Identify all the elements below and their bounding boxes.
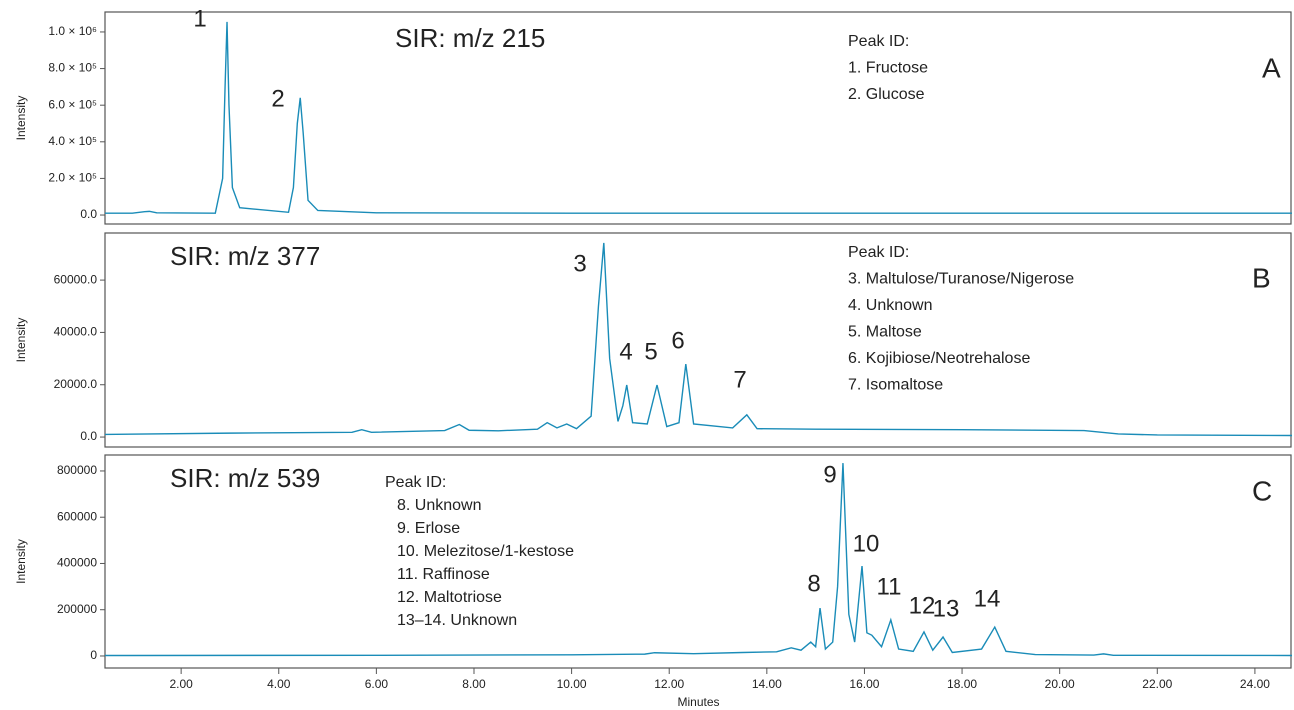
peak-label: 2 <box>271 85 284 112</box>
y-tick-label: 8.0 × 10⁵ <box>48 61 97 75</box>
x-tick-label: 12.00 <box>654 677 684 691</box>
x-tick-label: 6.00 <box>365 677 389 691</box>
panel-label: C <box>1252 475 1272 506</box>
panel-title: SIR: m/z 377 <box>170 241 320 271</box>
trace <box>104 242 1293 437</box>
y-tick-label: 6.0 × 10⁵ <box>48 97 97 111</box>
panel-frame <box>104 11 1292 225</box>
peak-id-title: Peak ID: <box>848 244 909 261</box>
peak-id: 8. Unknown <box>397 497 482 514</box>
trace <box>105 21 1292 214</box>
x-tick-label: 2.00 <box>169 677 193 691</box>
x-tick-label: 10.00 <box>557 677 587 691</box>
panel-title: SIR: m/z 539 <box>170 463 320 493</box>
peak-id-title: Peak ID: <box>385 474 446 491</box>
peak-id: 9. Erlose <box>397 520 460 537</box>
peak-label: 3 <box>573 250 586 277</box>
x-tick-label: 20.00 <box>1045 677 1075 691</box>
x-tick-label: 24.00 <box>1240 677 1270 691</box>
panel-label: B <box>1252 262 1271 293</box>
peak-label: 10 <box>853 530 880 557</box>
y-tick-label: 2.0 × 10⁵ <box>48 171 97 185</box>
x-tick-label: 16.00 <box>849 677 879 691</box>
panel-title: SIR: m/z 215 <box>395 23 545 53</box>
peak-id: 12. Maltotriose <box>397 589 502 606</box>
y-axis-label: Intensity <box>14 318 28 363</box>
peak-label: 14 <box>974 585 1001 612</box>
y-tick-label: 1.0 × 10⁶ <box>48 24 97 38</box>
peak-label: 8 <box>807 570 820 597</box>
y-tick-label: 0.0 <box>80 207 97 221</box>
y-tick-label: 0 <box>90 648 97 662</box>
peak-id: 7. Isomaltose <box>848 377 943 394</box>
peak-id-title: Peak ID: <box>848 33 909 50</box>
x-tick-label: 22.00 <box>1142 677 1172 691</box>
peak-id: 13–14. Unknown <box>397 612 517 629</box>
y-tick-label: 600000 <box>57 509 97 523</box>
panel-frame <box>104 454 1292 669</box>
peak-label: 6 <box>671 327 684 354</box>
x-tick-label: 8.00 <box>462 677 486 691</box>
peak-id: 1. Fructose <box>848 60 928 77</box>
peak-id: 10. Melezitose/1-kestose <box>397 543 574 560</box>
x-axis-label: Minutes <box>677 695 719 709</box>
peak-label: 12 <box>909 592 936 619</box>
y-tick-label: 0.0 <box>80 429 97 443</box>
y-tick-label: 60000.0 <box>54 272 98 286</box>
trace <box>104 463 1293 657</box>
peak-id: 2. Glucose <box>848 86 925 103</box>
peak-label: 11 <box>877 573 902 600</box>
peak-label: 9 <box>823 461 836 488</box>
peak-label: 1 <box>193 5 206 32</box>
y-tick-label: 200000 <box>57 602 97 616</box>
peak-id: 6. Kojibiose/Neotrehalose <box>848 350 1030 367</box>
peak-label: 5 <box>644 338 657 365</box>
panel-frame <box>104 232 1292 448</box>
y-axis-label: Intensity <box>14 96 28 141</box>
peak-label: 7 <box>733 366 746 393</box>
x-tick-label: 14.00 <box>752 677 782 691</box>
y-tick-label: 20000.0 <box>54 377 98 391</box>
peak-id: 4. Unknown <box>848 297 933 314</box>
x-tick-label: 18.00 <box>947 677 977 691</box>
peak-label: 13 <box>933 595 960 622</box>
y-tick-label: 4.0 × 10⁵ <box>48 134 97 148</box>
peak-id: 11. Raffinose <box>397 566 490 583</box>
x-tick-label: 4.00 <box>267 677 291 691</box>
peak-id: 5. Maltose <box>848 324 922 341</box>
panel-label: A <box>1262 52 1281 83</box>
y-tick-label: 800000 <box>57 463 97 477</box>
y-tick-label: 400000 <box>57 556 97 570</box>
peak-label: 4 <box>619 338 632 365</box>
peak-id: 3. Maltulose/Turanose/Nigerose <box>848 271 1074 288</box>
y-tick-label: 40000.0 <box>54 325 98 339</box>
y-axis-label: Intensity <box>14 539 28 584</box>
